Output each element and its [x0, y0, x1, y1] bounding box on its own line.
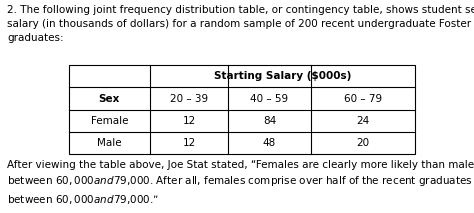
- Text: Female: Female: [91, 116, 128, 126]
- Text: Starting Salary ($000s): Starting Salary ($000s): [214, 71, 351, 81]
- Text: 24: 24: [356, 116, 369, 126]
- Text: After viewing the table above, Joe Stat stated, “Females are clearly more likely: After viewing the table above, Joe Stat …: [7, 160, 474, 206]
- Bar: [69, 65, 415, 154]
- Text: 20: 20: [356, 138, 369, 148]
- Text: 12: 12: [182, 116, 196, 126]
- Text: Male: Male: [97, 138, 122, 148]
- Text: 2. The following joint frequency distribution table, or contingency table, shows: 2. The following joint frequency distrib…: [7, 5, 474, 43]
- Text: 60 – 79: 60 – 79: [344, 94, 382, 104]
- Text: 48: 48: [263, 138, 276, 148]
- Text: 84: 84: [263, 116, 276, 126]
- Text: 20 – 39: 20 – 39: [170, 94, 208, 104]
- Text: 12: 12: [182, 138, 196, 148]
- Text: Sex: Sex: [99, 94, 120, 104]
- Text: 40 – 59: 40 – 59: [250, 94, 289, 104]
